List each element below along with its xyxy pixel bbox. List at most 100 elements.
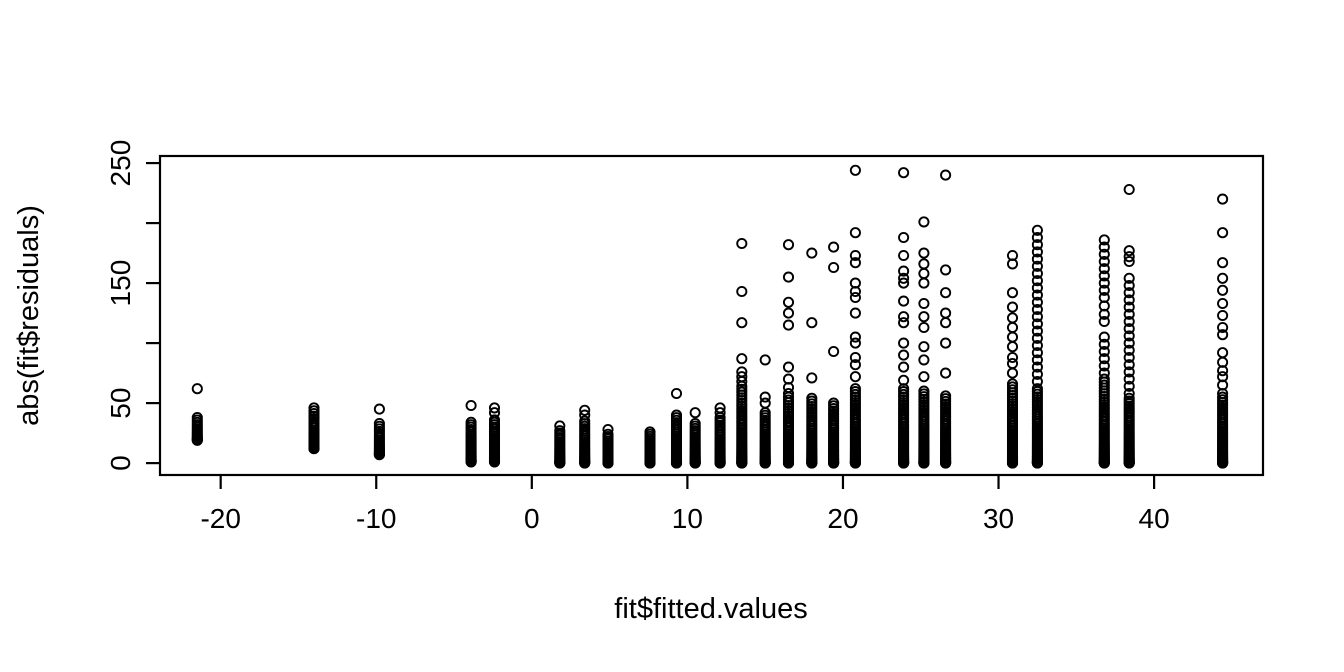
scatter-point bbox=[940, 307, 952, 319]
scatter-point bbox=[602, 423, 614, 436]
scatter-point bbox=[1098, 345, 1110, 358]
scatter-point bbox=[940, 169, 952, 181]
scatter-point bbox=[1006, 367, 1019, 379]
scatter-point bbox=[1006, 331, 1019, 343]
scatter-point bbox=[828, 261, 840, 274]
y-tick-label: 50 bbox=[105, 388, 136, 419]
scatter-point bbox=[1031, 383, 1043, 395]
scatter-point bbox=[1123, 245, 1135, 257]
scatter-point bbox=[1098, 263, 1110, 275]
scatter-point bbox=[1098, 373, 1110, 385]
scatter-point bbox=[1098, 234, 1110, 246]
scatter-point bbox=[1006, 287, 1019, 299]
scatter-point bbox=[828, 397, 840, 409]
scatter-point bbox=[918, 311, 930, 323]
scatter-point bbox=[918, 247, 930, 259]
scatter-point bbox=[465, 399, 477, 412]
scatter-point bbox=[554, 425, 566, 437]
scatter-point bbox=[689, 407, 701, 419]
scatter-point bbox=[782, 387, 795, 400]
scatter-point bbox=[1123, 387, 1135, 400]
scatter-point bbox=[1123, 330, 1135, 342]
scatter-point bbox=[579, 409, 591, 421]
scatter-point bbox=[1098, 277, 1110, 289]
scatter-point bbox=[1098, 241, 1110, 253]
scatter-point bbox=[940, 264, 952, 276]
scatter-point bbox=[898, 349, 910, 361]
scatter-point bbox=[373, 417, 385, 430]
scatter-point bbox=[898, 249, 910, 262]
scatter-point bbox=[1006, 249, 1019, 262]
scatter-point bbox=[849, 331, 861, 343]
scatter-point bbox=[1031, 239, 1043, 251]
scatter-point bbox=[1123, 366, 1135, 378]
scatter-point bbox=[1123, 344, 1135, 356]
scatter-point bbox=[736, 317, 748, 329]
x-tick-label: 40 bbox=[1139, 503, 1170, 534]
scatter-point bbox=[1217, 347, 1229, 359]
scatter-point bbox=[1006, 321, 1019, 334]
scatter-point bbox=[670, 409, 683, 421]
scatter-point bbox=[1098, 248, 1110, 260]
scatter-point bbox=[1123, 287, 1135, 299]
scatter-point bbox=[1217, 257, 1229, 269]
scatter-point bbox=[918, 354, 930, 366]
scatter-point bbox=[849, 257, 861, 269]
scatter-point bbox=[1123, 251, 1135, 263]
scatter-point bbox=[918, 371, 930, 383]
scatter-point bbox=[898, 337, 910, 349]
scatter-point bbox=[488, 414, 501, 426]
scatter-point bbox=[714, 407, 726, 419]
x-tick-label: 30 bbox=[983, 503, 1014, 534]
scatter-point bbox=[849, 359, 861, 371]
scatter-point bbox=[1217, 371, 1229, 383]
scatter-point bbox=[940, 367, 952, 379]
scatter-point bbox=[1217, 297, 1229, 310]
scatter-point bbox=[554, 420, 566, 432]
scatter-point bbox=[1217, 329, 1229, 341]
scatter-point bbox=[1098, 284, 1110, 296]
scatter-point bbox=[1123, 301, 1135, 313]
scatter-point bbox=[1031, 267, 1043, 280]
scatter-point bbox=[849, 351, 861, 364]
scatter-point bbox=[602, 428, 614, 440]
x-tick-label: -10 bbox=[356, 503, 396, 534]
scatter-point bbox=[782, 239, 795, 251]
scatter-point bbox=[1098, 360, 1110, 372]
scatter-point bbox=[1031, 325, 1043, 337]
scatter-point bbox=[1123, 255, 1135, 268]
y-axis-label: abs(fit$residuals) bbox=[13, 205, 45, 426]
scatter-point bbox=[1006, 351, 1019, 364]
scatter-point bbox=[806, 247, 818, 259]
scatter-point bbox=[1098, 255, 1110, 268]
scatter-point bbox=[1123, 308, 1135, 320]
scatter-point bbox=[782, 361, 795, 373]
scatter-point bbox=[736, 237, 748, 250]
y-tick-label: 0 bbox=[105, 455, 136, 471]
scatter-point bbox=[1098, 353, 1110, 365]
scatter-point bbox=[918, 297, 930, 310]
scatter-point bbox=[1123, 294, 1135, 306]
scatter-point bbox=[1123, 337, 1135, 349]
scatter-point bbox=[898, 374, 910, 386]
scatter-point bbox=[1031, 289, 1043, 301]
scatter-point bbox=[849, 307, 861, 319]
x-tick-label: 0 bbox=[524, 503, 540, 534]
scatter-point bbox=[940, 337, 952, 349]
scatter-point bbox=[849, 277, 861, 289]
scatter-point bbox=[373, 403, 385, 415]
y-tick-label: 150 bbox=[105, 260, 136, 307]
scatter-point bbox=[1123, 323, 1135, 335]
scatter-point bbox=[670, 387, 683, 400]
scatter-point bbox=[579, 404, 591, 416]
scatter-point bbox=[782, 319, 795, 331]
scatter-point bbox=[940, 287, 952, 299]
scatter-point bbox=[1123, 315, 1135, 328]
scatter-point bbox=[191, 411, 203, 424]
scatter-point bbox=[828, 241, 840, 253]
scatter-point bbox=[1217, 227, 1229, 239]
scatter-point bbox=[1098, 291, 1110, 304]
scatter-point bbox=[918, 385, 930, 397]
scatter-point bbox=[736, 366, 748, 378]
